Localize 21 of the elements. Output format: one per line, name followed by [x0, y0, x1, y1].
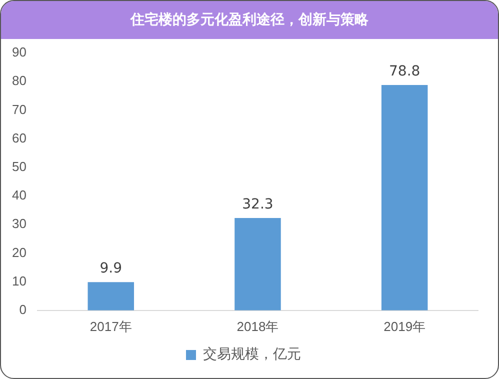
y-tick-label: 10 — [12, 273, 26, 288]
data-label: 78.8 — [388, 64, 420, 80]
data-label: 32.3 — [242, 196, 274, 213]
y-tick-label: 20 — [12, 244, 26, 260]
data-label: 9.9 — [100, 260, 122, 277]
chart-title: 住宅楼的多元化盈利途径，创新与策略 — [1, 1, 498, 39]
bar — [88, 282, 134, 310]
y-tick-label: 70 — [12, 102, 26, 117]
y-tick-label: 60 — [12, 130, 26, 146]
x-tick-label: 2017年 — [90, 318, 132, 334]
x-tick-label: 2018年 — [236, 318, 279, 334]
legend-label: 交易规模，亿元 — [203, 346, 301, 363]
y-tick-label: 0 — [19, 302, 26, 317]
y-tick-label: 50 — [12, 158, 26, 174]
y-tick-label: 80 — [12, 73, 26, 88]
bar — [234, 218, 281, 310]
y-tick-label: 30 — [12, 216, 26, 232]
x-tick-label: 2019年 — [384, 318, 426, 334]
bar — [381, 85, 428, 310]
y-tick-label: 40 — [12, 188, 26, 203]
y-tick-label: 90 — [12, 44, 26, 60]
